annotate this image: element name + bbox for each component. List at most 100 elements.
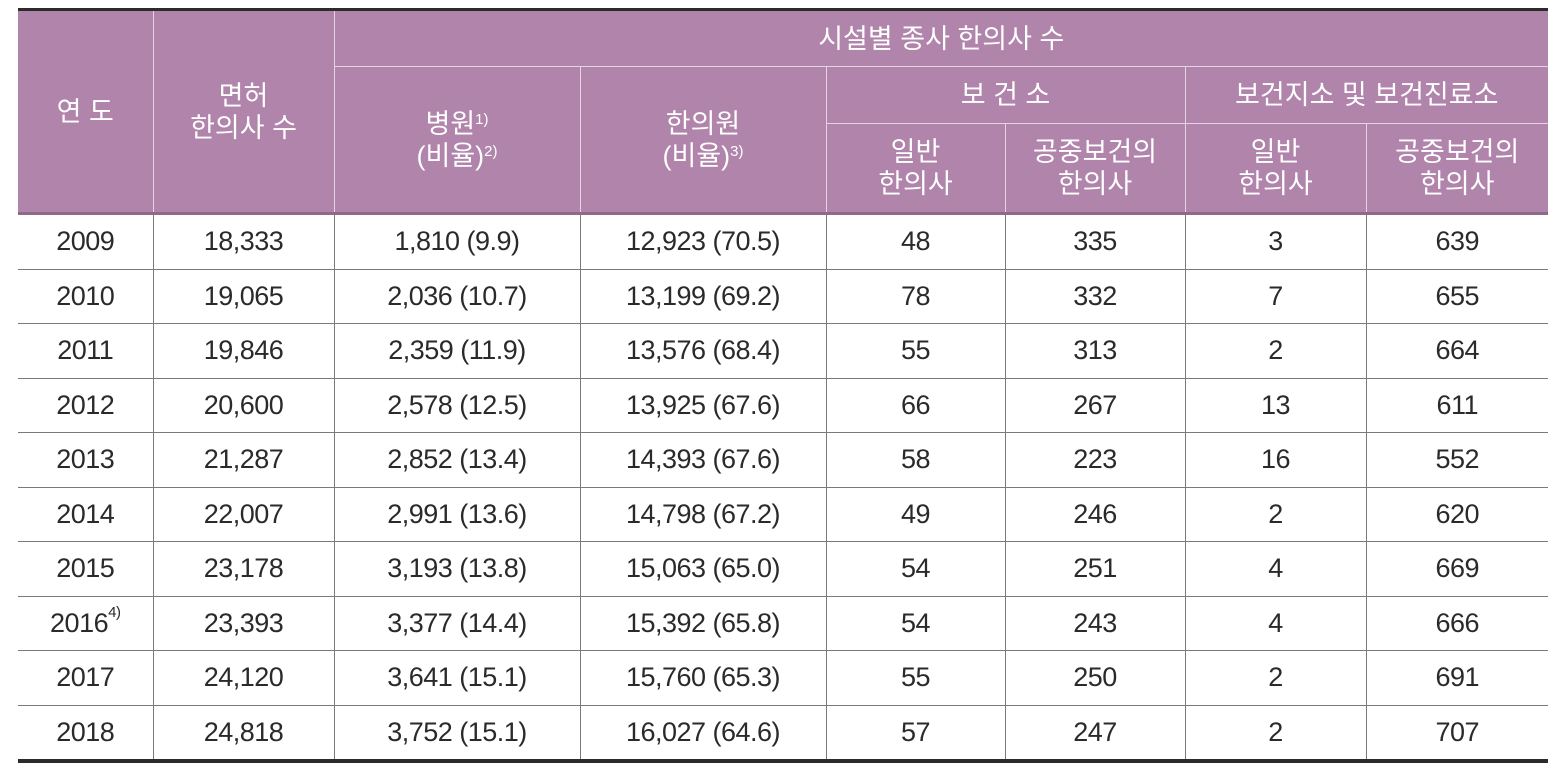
cell-clinic: 13,199 (69.2)	[579, 268, 827, 324]
footnote-3: 3)	[730, 142, 744, 160]
footnote-4: 4)	[108, 603, 121, 621]
cell-year: 2018	[56, 716, 115, 747]
cell-bc-general: 4	[1184, 595, 1367, 651]
header-licensed-doctors: 면허 한의사 수	[152, 9, 335, 215]
cell-bc-public: 707	[1365, 704, 1549, 762]
cell-hospital: 3,377 (14.4)	[333, 595, 581, 651]
cell-hc-public: 243	[1004, 595, 1186, 651]
cell-clinic: 12,923 (70.5)	[579, 213, 827, 270]
korean-medicine-doctors-table-container: 연 도 면허 한의사 수 시설별 종사 한의사 수 병원1) (비율)2) 한의…	[18, 8, 1549, 763]
cell-bc-general: 4	[1184, 541, 1367, 597]
cell-bc-public: 664	[1365, 323, 1549, 379]
header-hospital-label: 병원	[425, 108, 476, 139]
cell-year: 2017	[56, 662, 115, 693]
cell-year: 2010	[56, 280, 115, 311]
cell-bc-public: 552	[1365, 432, 1549, 488]
cell-bc-public: 611	[1365, 377, 1549, 433]
header-hc-public-line1: 공중보건의	[1032, 137, 1158, 167]
cell-year: 2009	[18, 213, 154, 270]
cell-hospital: 1,810 (9.9)	[333, 213, 581, 270]
cell-hospital: 2,036 (10.7)	[333, 268, 581, 324]
header-branch-center: 보건지소 및 보건진료소	[1184, 66, 1549, 124]
cell-hospital: 2,359 (11.9)	[333, 323, 581, 379]
cell-bc-public: 639	[1365, 213, 1549, 270]
cell-clinic: 14,798 (67.2)	[579, 486, 827, 542]
cell-licensed: 18,333	[152, 213, 335, 270]
cell-hc-public: 223	[1004, 432, 1186, 488]
table-row: 2017 24,120 3,641 (15.1) 15,760 (65.3) 5…	[18, 650, 1549, 706]
cell-bc-general: 16	[1184, 432, 1367, 488]
cell-year: 2013	[56, 444, 115, 475]
footnote-1: 1)	[475, 110, 489, 128]
cell-hospital: 2,852 (13.4)	[333, 432, 581, 488]
cell-year: 2016	[50, 607, 109, 638]
table-row: 2018 24,818 3,752 (15.1) 16,027 (64.6) 5…	[18, 704, 1549, 762]
cell-year: 2017	[18, 650, 154, 706]
cell-hc-public: 332	[1004, 268, 1186, 324]
cell-clinic: 14,393 (67.6)	[579, 432, 827, 488]
table-row: 2015 23,178 3,193 (13.8) 15,063 (65.0) 5…	[18, 541, 1549, 597]
header-clinic-label: 한의원	[665, 108, 741, 139]
cell-hc-general: 48	[825, 213, 1006, 270]
cell-bc-public: 691	[1365, 650, 1549, 706]
cell-hc-general: 55	[825, 650, 1006, 706]
cell-hc-general: 54	[825, 595, 1006, 651]
cell-year: 2015	[56, 553, 115, 584]
footnote-2: 2)	[484, 142, 498, 160]
cell-licensed: 20,600	[152, 377, 335, 433]
table-body: 2009 18,333 1,810 (9.9) 12,923 (70.5) 48…	[18, 213, 1549, 762]
cell-licensed: 24,120	[152, 650, 335, 706]
header-bc-public-line2: 한의사	[1419, 169, 1495, 199]
table-row: 2010 19,065 2,036 (10.7) 13,199 (69.2) 7…	[18, 268, 1549, 324]
header-hc-general-line1: 일반	[890, 137, 941, 167]
cell-hc-general: 55	[825, 323, 1006, 379]
cell-licensed: 19,846	[152, 323, 335, 379]
table-row: 2011 19,846 2,359 (11.9) 13,576 (68.4) 5…	[18, 323, 1549, 379]
cell-year: 2012	[18, 377, 154, 433]
cell-clinic: 15,063 (65.0)	[579, 541, 827, 597]
cell-bc-general: 2	[1184, 704, 1367, 762]
cell-hospital: 2,578 (12.5)	[333, 377, 581, 433]
cell-hc-public: 247	[1004, 704, 1186, 762]
header-bc-general-line2: 한의사	[1238, 169, 1313, 199]
cell-year: 20164)	[18, 595, 154, 651]
header-licensed-line1: 면허	[218, 80, 269, 111]
table-row: 2014 22,007 2,991 (13.6) 14,798 (67.2) 4…	[18, 486, 1549, 542]
cell-bc-general: 3	[1184, 213, 1367, 270]
cell-hc-public: 246	[1004, 486, 1186, 542]
cell-licensed: 21,287	[152, 432, 335, 488]
header-licensed-line2: 한의사 수	[190, 112, 297, 143]
table-row: 20164) 23,393 3,377 (14.4) 15,392 (65.8)…	[18, 595, 1549, 651]
header-hc-general: 일반 한의사	[826, 123, 1006, 215]
cell-year: 2014	[18, 486, 154, 542]
header-bc-general: 일반 한의사	[1184, 123, 1367, 215]
cell-hc-general: 57	[825, 704, 1006, 762]
cell-year: 2015	[18, 541, 154, 597]
table-row: 2013 21,287 2,852 (13.4) 14,393 (67.6) 5…	[18, 432, 1549, 488]
cell-clinic: 13,576 (68.4)	[579, 323, 827, 379]
cell-hc-public: 335	[1004, 213, 1186, 270]
cell-licensed: 24,818	[152, 704, 335, 762]
cell-licensed: 23,178	[152, 541, 335, 597]
cell-year: 2013	[18, 432, 154, 488]
cell-bc-general: 13	[1184, 377, 1367, 433]
cell-clinic: 15,760 (65.3)	[579, 650, 827, 706]
cell-bc-public: 666	[1365, 595, 1549, 651]
cell-hc-public: 313	[1004, 323, 1186, 379]
cell-licensed: 19,065	[152, 268, 335, 324]
cell-year: 2011	[18, 323, 154, 379]
table-row: 2012 20,600 2,578 (12.5) 13,925 (67.6) 6…	[18, 377, 1549, 433]
cell-hospital: 2,991 (13.6)	[333, 486, 581, 542]
header-hc-public: 공중보건의 한의사	[1004, 123, 1186, 215]
header-hospital-ratio: (비율)	[416, 140, 485, 171]
header-clinic: 한의원 (비율)3)	[579, 66, 827, 215]
cell-hc-public: 267	[1004, 377, 1186, 433]
cell-hc-general: 66	[825, 377, 1006, 433]
cell-hc-public: 250	[1004, 650, 1186, 706]
table-row: 2009 18,333 1,810 (9.9) 12,923 (70.5) 48…	[18, 213, 1549, 270]
cell-clinic: 13,925 (67.6)	[579, 377, 827, 433]
table-header: 연 도 면허 한의사 수 시설별 종사 한의사 수 병원1) (비율)2) 한의…	[18, 9, 1549, 215]
cell-year: 2011	[57, 335, 114, 366]
header-clinic-ratio: (비율)	[662, 140, 731, 171]
cell-hospital: 3,193 (13.8)	[333, 541, 581, 597]
